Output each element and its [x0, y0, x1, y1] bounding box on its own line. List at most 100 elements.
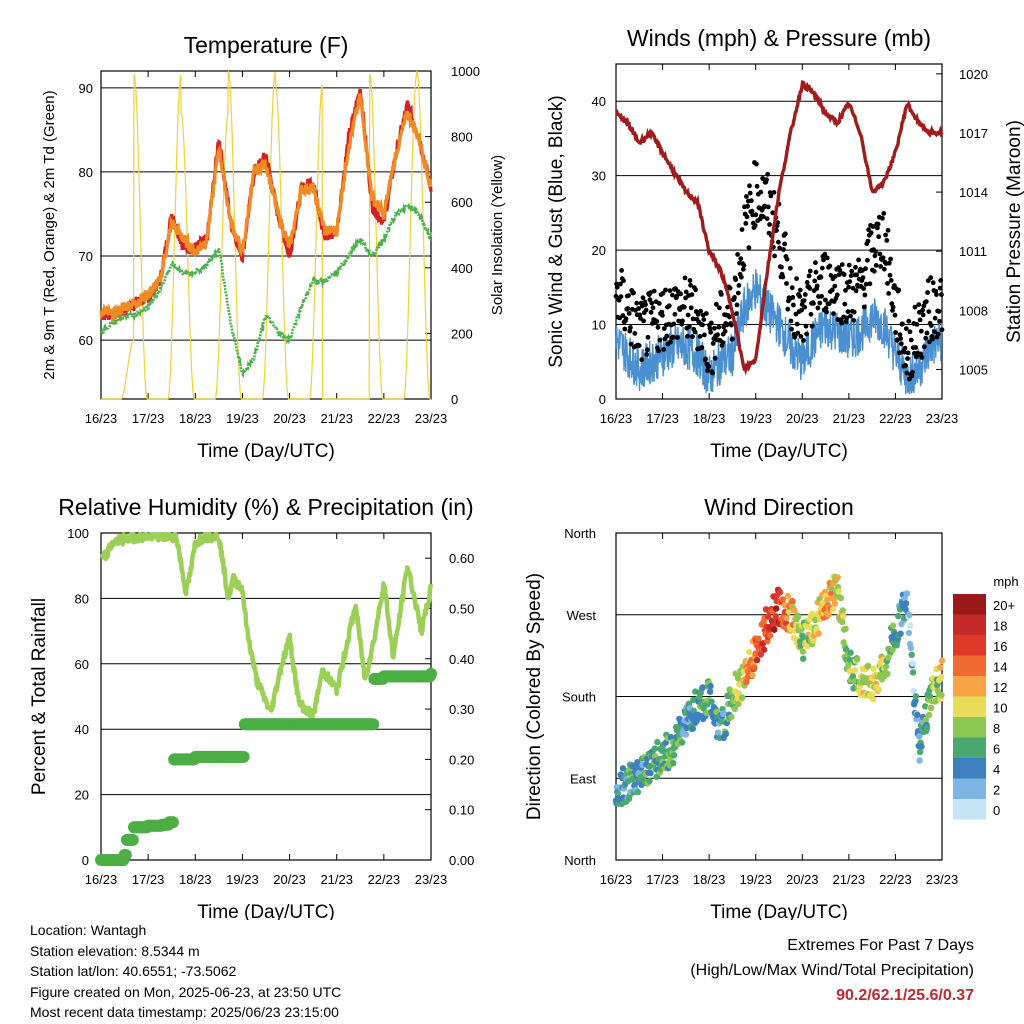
- legend-swatch: [953, 594, 986, 615]
- y-tick-label: 100: [67, 526, 89, 541]
- x-tick-label: 20/23: [786, 411, 819, 426]
- gust-point: [865, 257, 870, 263]
- gust-point: [634, 300, 640, 306]
- x-tick-label: 18/23: [693, 411, 726, 426]
- gust-point: [664, 333, 670, 339]
- gust-point: [654, 319, 660, 324]
- gust-point: [897, 332, 903, 337]
- direction-point: [646, 777, 653, 785]
- gust-point: [745, 203, 751, 209]
- direction-point: [870, 665, 877, 672]
- gust-point: [819, 293, 824, 299]
- direction-point: [909, 669, 917, 676]
- direction-point: [869, 695, 877, 703]
- gust-point: [914, 322, 920, 327]
- direction-point: [895, 612, 902, 620]
- direction-point: [839, 607, 846, 614]
- gust-point: [708, 320, 714, 326]
- gust-point: [804, 331, 809, 337]
- direction-point: [708, 698, 715, 705]
- gust-point: [656, 348, 661, 354]
- gust-point: [867, 281, 873, 287]
- gust-point: [898, 341, 904, 347]
- direction-point: [906, 611, 913, 619]
- y-tick-label: 20: [592, 243, 606, 258]
- gust-point: [841, 272, 847, 277]
- direction-point: [889, 646, 896, 654]
- y-tick-label: 80: [79, 165, 93, 180]
- x-tick-label: 22/23: [879, 411, 912, 426]
- direction-point: [938, 691, 945, 699]
- gust-point: [739, 274, 744, 280]
- gust-point: [939, 327, 945, 333]
- gust-point: [870, 224, 876, 229]
- y-tick-label: 60: [75, 657, 89, 672]
- x-tick-label: 20/23: [273, 411, 306, 426]
- gust-point: [767, 222, 772, 227]
- gust-point: [903, 326, 909, 331]
- direction-point: [731, 705, 738, 712]
- gust-point: [862, 292, 868, 298]
- direction-point: [903, 590, 911, 597]
- gust-point: [648, 309, 654, 315]
- y-tick-label: South: [562, 690, 596, 705]
- gust-point: [649, 300, 655, 306]
- gust-point: [844, 315, 850, 321]
- gust-point: [883, 232, 888, 238]
- recent-data-text: Most recent data timestamp: 2025/06/23 2…: [30, 1004, 339, 1020]
- legend-swatch: [953, 676, 986, 697]
- direction-point: [884, 670, 891, 678]
- gust-point: [863, 281, 869, 287]
- direction-point: [875, 686, 882, 693]
- gust-point: [848, 313, 853, 319]
- series-line: [99, 93, 433, 322]
- y-tick-label: 60: [79, 333, 93, 348]
- gust-point: [905, 356, 910, 361]
- gust-point: [934, 292, 939, 297]
- gust-point: [887, 272, 893, 278]
- direction-point: [799, 648, 806, 655]
- gust-point: [626, 311, 632, 316]
- gust-point: [668, 339, 673, 345]
- gust-point: [685, 333, 690, 339]
- gust-point: [746, 245, 752, 251]
- gust-point: [666, 303, 672, 309]
- direction-point: [910, 687, 917, 695]
- direction-point: [735, 700, 742, 708]
- gust-point: [920, 312, 926, 318]
- direction-point: [916, 757, 923, 764]
- x-tick-label: 23/23: [415, 872, 448, 887]
- gust-point: [807, 268, 813, 274]
- x-tick-label: 17/23: [646, 872, 679, 887]
- direction-point: [728, 713, 735, 721]
- gust-point: [925, 290, 930, 295]
- direction-point: [794, 613, 802, 621]
- legend-label: 2: [993, 783, 1000, 798]
- direction-point: [689, 725, 696, 732]
- extremes-values: 90.2/62.1/25.6/0.37: [836, 987, 974, 1004]
- gust-point: [930, 280, 936, 286]
- temperature-panel: Temperature (F) Time (Day/UTC) 16/23 17/23 1…: [41, 32, 506, 462]
- x-tick-label: 23/23: [415, 411, 448, 426]
- gust-point: [784, 281, 789, 286]
- gust-point: [643, 302, 648, 307]
- legend-title: mph: [993, 574, 1018, 589]
- gust-point: [823, 305, 829, 311]
- x-tick-label: 16/23: [85, 872, 118, 887]
- direction-point: [815, 630, 822, 637]
- extremes-box: Extremes For Past 7 Days (High/Low/Max W…: [690, 933, 974, 1008]
- legend-label: 8: [993, 721, 1000, 736]
- gust-point: [804, 280, 810, 285]
- gust-point: [861, 304, 867, 310]
- gust-point: [880, 215, 885, 221]
- y-right-tick-label: 0.30: [449, 702, 474, 717]
- gust-point: [812, 278, 818, 284]
- gust-point: [908, 337, 914, 343]
- x-tick-label: 19/23: [739, 411, 772, 426]
- legend-swatch: [953, 758, 986, 779]
- gust-point: [707, 326, 713, 331]
- gust-point: [868, 230, 874, 236]
- gust-point: [833, 273, 838, 279]
- direction-point: [849, 673, 857, 680]
- gust-point: [614, 284, 620, 290]
